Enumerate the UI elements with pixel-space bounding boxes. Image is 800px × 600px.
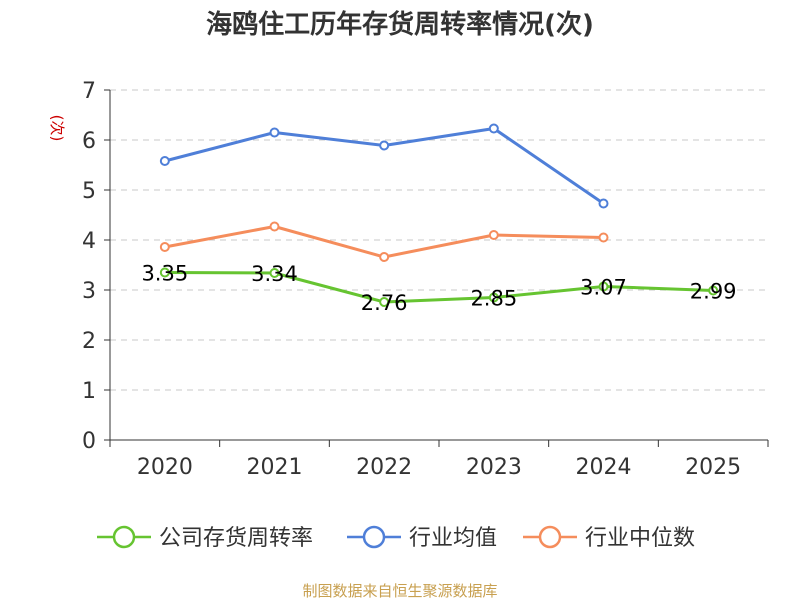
y-tick-label: 1 <box>82 379 96 404</box>
legend-item: 行业均值 <box>347 525 497 551</box>
data-point <box>598 198 609 209</box>
x-tick-label: 2022 <box>356 455 412 480</box>
legend-label: 行业中位数 <box>585 526 695 551</box>
data-label: 2.85 <box>470 287 517 311</box>
source-note: 制图数据来自恒生聚源数据库 <box>302 582 497 600</box>
y-tick-label: 3 <box>82 279 96 304</box>
data-point <box>598 281 609 292</box>
data-point <box>159 242 170 252</box>
data-point <box>708 285 719 296</box>
legend-marker <box>362 525 386 549</box>
data-point <box>488 230 499 240</box>
axes: 0 1 2 3 4 5 6 7 2020 2021 2022 2023 2024 2025 <box>82 79 769 480</box>
data-point <box>269 268 280 278</box>
legend-label: 公司存货周转率 <box>159 526 313 551</box>
series-line-0 <box>164 271 714 304</box>
y-tick-label: 6 <box>82 129 96 154</box>
legend-marker <box>112 525 136 549</box>
series-layer <box>159 123 719 307</box>
x-tick-label: 2020 <box>137 455 193 480</box>
legend-item: 行业中位数 <box>523 525 695 551</box>
legend-marker <box>538 525 562 549</box>
data-point <box>379 297 390 307</box>
y-axis-label: (次) <box>48 115 66 142</box>
y-tick-label: 2 <box>82 329 96 354</box>
data-point <box>159 156 170 166</box>
legend-item: 公司存货周转率 <box>97 525 313 551</box>
data-point <box>598 232 609 243</box>
data-label: 3.07 <box>580 276 627 300</box>
chart-title: 海鸥住工历年存货周转率情况(次) <box>206 9 594 40</box>
x-tick-label: 2023 <box>466 455 522 480</box>
data-point <box>269 221 280 232</box>
y-tick-label: 7 <box>82 79 96 104</box>
data-point <box>488 123 499 134</box>
data-label: 3.35 <box>141 262 188 286</box>
data-labels: 3.35 3.34 2.76 2.85 3.07 2.99 <box>141 262 736 316</box>
data-label: 2.76 <box>361 291 408 315</box>
data-label: 3.34 <box>251 262 298 286</box>
y-tick-label: 0 <box>82 429 96 454</box>
y-tick-label: 5 <box>82 179 96 204</box>
data-point <box>488 292 499 303</box>
y-tick-label: 4 <box>82 229 96 254</box>
legend-label: 行业均值 <box>409 526 497 551</box>
x-tick-label: 2025 <box>685 455 741 480</box>
data-point <box>269 127 280 138</box>
legend: 公司存货周转率 行业均值 行业中位数 <box>97 525 695 551</box>
series-line-1 <box>164 127 605 205</box>
x-tick-label: 2021 <box>247 455 303 480</box>
data-point <box>379 252 390 262</box>
data-point <box>379 140 390 151</box>
data-point <box>159 267 170 278</box>
x-tick-label: 2024 <box>576 455 632 480</box>
data-label: 2.99 <box>690 280 737 304</box>
